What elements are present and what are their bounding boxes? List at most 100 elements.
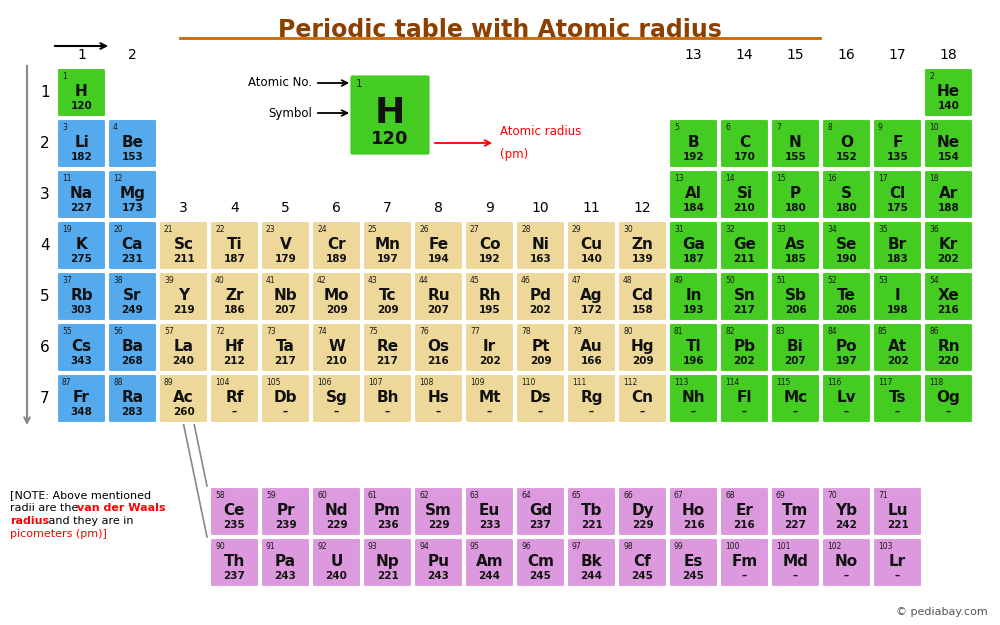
FancyBboxPatch shape [414, 374, 463, 423]
Text: B: B [688, 135, 699, 150]
Text: 202: 202 [887, 356, 908, 366]
FancyBboxPatch shape [108, 119, 157, 168]
FancyBboxPatch shape [771, 221, 820, 270]
Text: 237: 237 [530, 520, 551, 530]
Text: 185: 185 [785, 254, 806, 264]
Text: 197: 197 [836, 356, 857, 366]
FancyBboxPatch shape [771, 374, 820, 423]
Text: 182: 182 [71, 152, 92, 162]
FancyBboxPatch shape [669, 119, 718, 168]
Text: Bi: Bi [787, 339, 804, 354]
FancyBboxPatch shape [261, 538, 310, 587]
Text: –: – [691, 407, 696, 417]
Text: 2: 2 [40, 136, 50, 151]
Text: Ra: Ra [121, 390, 144, 405]
Text: 217: 217 [275, 356, 296, 366]
FancyBboxPatch shape [771, 538, 820, 587]
FancyBboxPatch shape [822, 323, 871, 372]
FancyBboxPatch shape [261, 323, 310, 372]
Text: In: In [685, 288, 702, 303]
FancyBboxPatch shape [57, 374, 106, 423]
Text: W: W [328, 339, 345, 354]
Text: 75: 75 [368, 327, 378, 336]
Text: Na: Na [70, 186, 93, 201]
Text: 22: 22 [215, 225, 224, 234]
Text: –: – [946, 407, 951, 417]
FancyBboxPatch shape [159, 221, 208, 270]
FancyBboxPatch shape [516, 272, 565, 321]
FancyBboxPatch shape [159, 323, 208, 372]
Text: 221: 221 [581, 520, 602, 530]
Text: 38: 38 [113, 276, 123, 285]
Text: 227: 227 [785, 520, 806, 530]
Text: 189: 189 [326, 254, 347, 264]
Text: Cf: Cf [634, 554, 651, 569]
Text: Np: Np [376, 554, 399, 569]
Text: 216: 216 [734, 520, 755, 530]
Text: 206: 206 [836, 305, 857, 315]
Text: Bk: Bk [581, 554, 602, 569]
Text: 207: 207 [785, 356, 806, 366]
Text: 56: 56 [113, 327, 123, 336]
Text: 31: 31 [674, 225, 684, 234]
Text: 188: 188 [938, 203, 959, 213]
Text: 107: 107 [368, 378, 382, 387]
Text: 76: 76 [419, 327, 429, 336]
Text: 4: 4 [40, 238, 50, 253]
FancyBboxPatch shape [57, 68, 106, 117]
Text: Y: Y [178, 288, 189, 303]
Text: 209: 209 [377, 305, 398, 315]
Text: 7: 7 [40, 391, 50, 406]
Text: 49: 49 [674, 276, 684, 285]
Text: 6: 6 [725, 123, 730, 132]
Text: 95: 95 [470, 542, 480, 551]
Text: 109: 109 [470, 378, 484, 387]
Text: P: P [790, 186, 801, 201]
Text: –: – [487, 407, 492, 417]
Text: 237: 237 [224, 571, 245, 581]
Text: Mc: Mc [783, 390, 808, 405]
Text: Br: Br [888, 237, 907, 252]
Text: 25: 25 [368, 225, 378, 234]
Text: Mo: Mo [324, 288, 349, 303]
FancyBboxPatch shape [822, 487, 871, 536]
Text: 51: 51 [776, 276, 786, 285]
FancyBboxPatch shape [567, 272, 616, 321]
Text: 96: 96 [521, 542, 531, 551]
Text: –: – [436, 407, 441, 417]
FancyBboxPatch shape [159, 374, 208, 423]
FancyBboxPatch shape [669, 221, 718, 270]
FancyBboxPatch shape [567, 374, 616, 423]
Text: Sm: Sm [425, 503, 452, 518]
Text: 240: 240 [173, 356, 194, 366]
FancyBboxPatch shape [720, 487, 769, 536]
Text: 70: 70 [827, 491, 837, 500]
Text: 111: 111 [572, 378, 586, 387]
FancyBboxPatch shape [924, 68, 973, 117]
Text: 183: 183 [887, 254, 908, 264]
FancyBboxPatch shape [873, 119, 922, 168]
Text: Tl: Tl [686, 339, 701, 354]
Text: 207: 207 [428, 305, 449, 315]
FancyBboxPatch shape [363, 487, 412, 536]
Text: 10: 10 [929, 123, 939, 132]
Text: Pu: Pu [428, 554, 450, 569]
Text: 216: 216 [683, 520, 704, 530]
Text: Pb: Pb [734, 339, 756, 354]
Text: –: – [538, 407, 543, 417]
Text: –: – [895, 407, 900, 417]
Text: 24: 24 [317, 225, 327, 234]
Text: radii are the: radii are the [10, 503, 82, 513]
FancyBboxPatch shape [567, 538, 616, 587]
Text: 14: 14 [725, 174, 735, 183]
Text: 170: 170 [734, 152, 755, 162]
FancyBboxPatch shape [363, 323, 412, 372]
Text: N: N [789, 135, 802, 150]
Text: 245: 245 [683, 571, 704, 581]
Text: 236: 236 [377, 520, 398, 530]
Text: 81: 81 [674, 327, 684, 336]
FancyBboxPatch shape [516, 374, 565, 423]
Text: Hg: Hg [631, 339, 654, 354]
Text: Xe: Xe [938, 288, 959, 303]
Text: 197: 197 [377, 254, 398, 264]
